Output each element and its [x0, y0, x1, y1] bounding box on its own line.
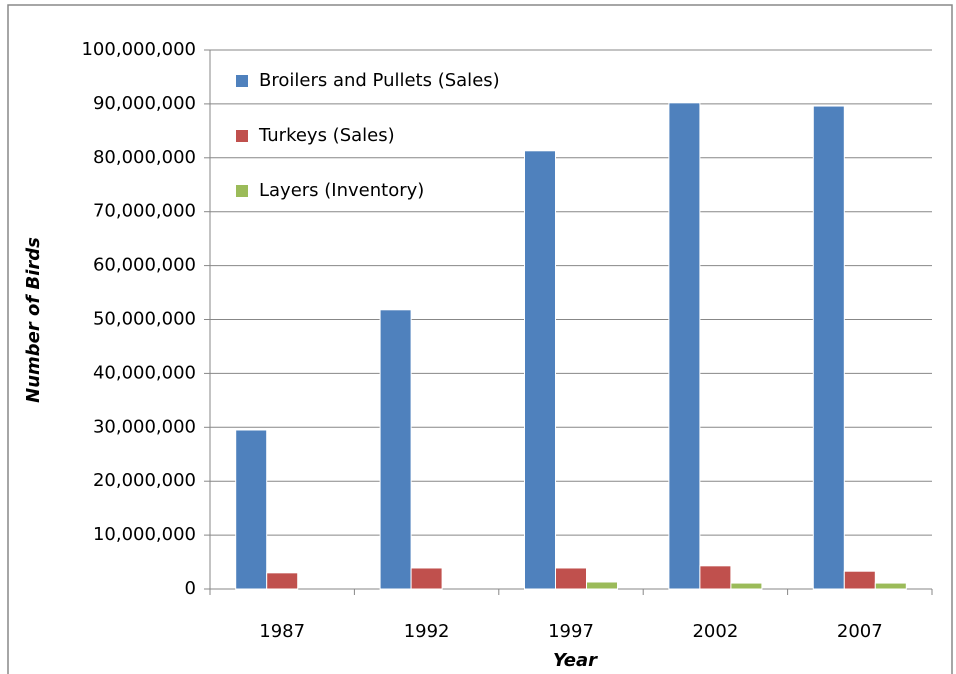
- bar: [410, 567, 443, 590]
- bar: [843, 570, 876, 590]
- x-tick-label: 2002: [692, 621, 738, 642]
- y-tick-label: 50,000,000: [93, 309, 196, 330]
- y-tick-label: 30,000,000: [93, 416, 196, 437]
- bar: [555, 567, 587, 590]
- y-tick-label: 60,000,000: [93, 255, 196, 276]
- x-axis-title: Year: [553, 650, 598, 671]
- y-tick-label: 100,000,000: [81, 39, 196, 60]
- x-tick-label: 2007: [837, 621, 883, 642]
- y-tick-label: 90,000,000: [93, 93, 196, 114]
- bar: [812, 105, 845, 590]
- bar: [266, 572, 299, 590]
- bar: [668, 102, 701, 590]
- x-tick-label: 1987: [259, 621, 305, 642]
- legend-label: Turkeys (Sales): [258, 125, 395, 146]
- y-tick-label: 70,000,000: [93, 201, 196, 222]
- bar: [699, 565, 732, 590]
- chart-frame: [7, 4, 953, 674]
- bar: [730, 582, 763, 590]
- y-tick-label: 0: [185, 578, 196, 599]
- bar: [235, 429, 268, 590]
- legend-swatch: [236, 75, 248, 87]
- legend-label: Broilers and Pullets (Sales): [259, 70, 500, 91]
- bar: [524, 150, 556, 590]
- x-tick-label: 1997: [548, 621, 594, 642]
- legend-swatch: [236, 130, 248, 142]
- legend-swatch: [236, 185, 248, 197]
- y-tick-label: 20,000,000: [93, 470, 196, 491]
- y-tick-label: 10,000,000: [93, 524, 196, 545]
- y-axis-title: Number of Birds: [23, 237, 44, 403]
- legend-label: Layers (Inventory): [259, 180, 424, 201]
- y-tick-label: 80,000,000: [93, 147, 196, 168]
- bar: [586, 581, 618, 590]
- y-tick-label: 40,000,000: [93, 362, 196, 383]
- bar: [874, 582, 907, 590]
- x-tick-label: 1992: [404, 621, 450, 642]
- bar: [379, 309, 412, 590]
